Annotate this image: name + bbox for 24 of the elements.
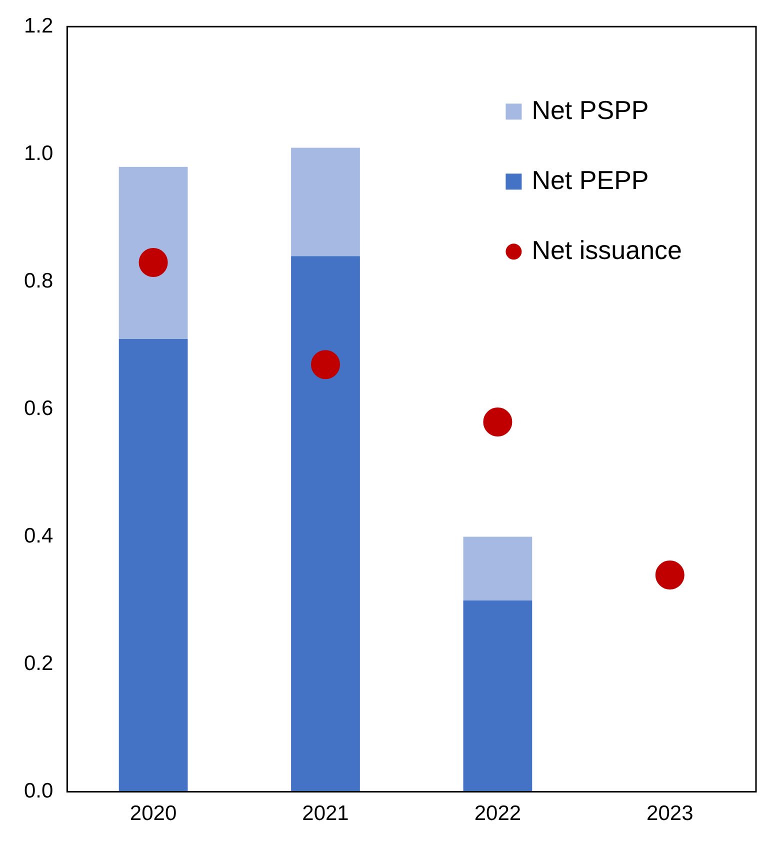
y-tick-label: 0.6 <box>24 396 54 420</box>
point <box>483 407 512 436</box>
y-tick-label: 1.2 <box>24 14 54 38</box>
y-tick-label: 0.0 <box>24 780 54 803</box>
x-tick-label: 2022 <box>474 802 522 826</box>
y-tick-label: 0.8 <box>24 269 54 292</box>
x-tick-label: 2023 <box>646 802 694 826</box>
y-tick-label: 0.4 <box>24 524 54 548</box>
point <box>310 350 340 380</box>
legend-label: Net issuance <box>532 234 682 265</box>
x-tick-label: 2021 <box>302 802 349 826</box>
legend-label: Net PSPP <box>532 94 649 125</box>
y-tick-label: 0.2 <box>24 652 54 676</box>
y-tick-label: 1.0 <box>24 142 54 165</box>
bar <box>291 256 360 792</box>
bar <box>291 148 360 256</box>
point <box>138 248 168 278</box>
x-tick-label: 2020 <box>130 802 177 826</box>
bar <box>463 536 532 600</box>
bar <box>463 600 532 792</box>
legend-label: Net PEPP <box>532 164 649 195</box>
bar <box>118 166 188 340</box>
point <box>655 560 684 590</box>
bar <box>118 339 188 792</box>
